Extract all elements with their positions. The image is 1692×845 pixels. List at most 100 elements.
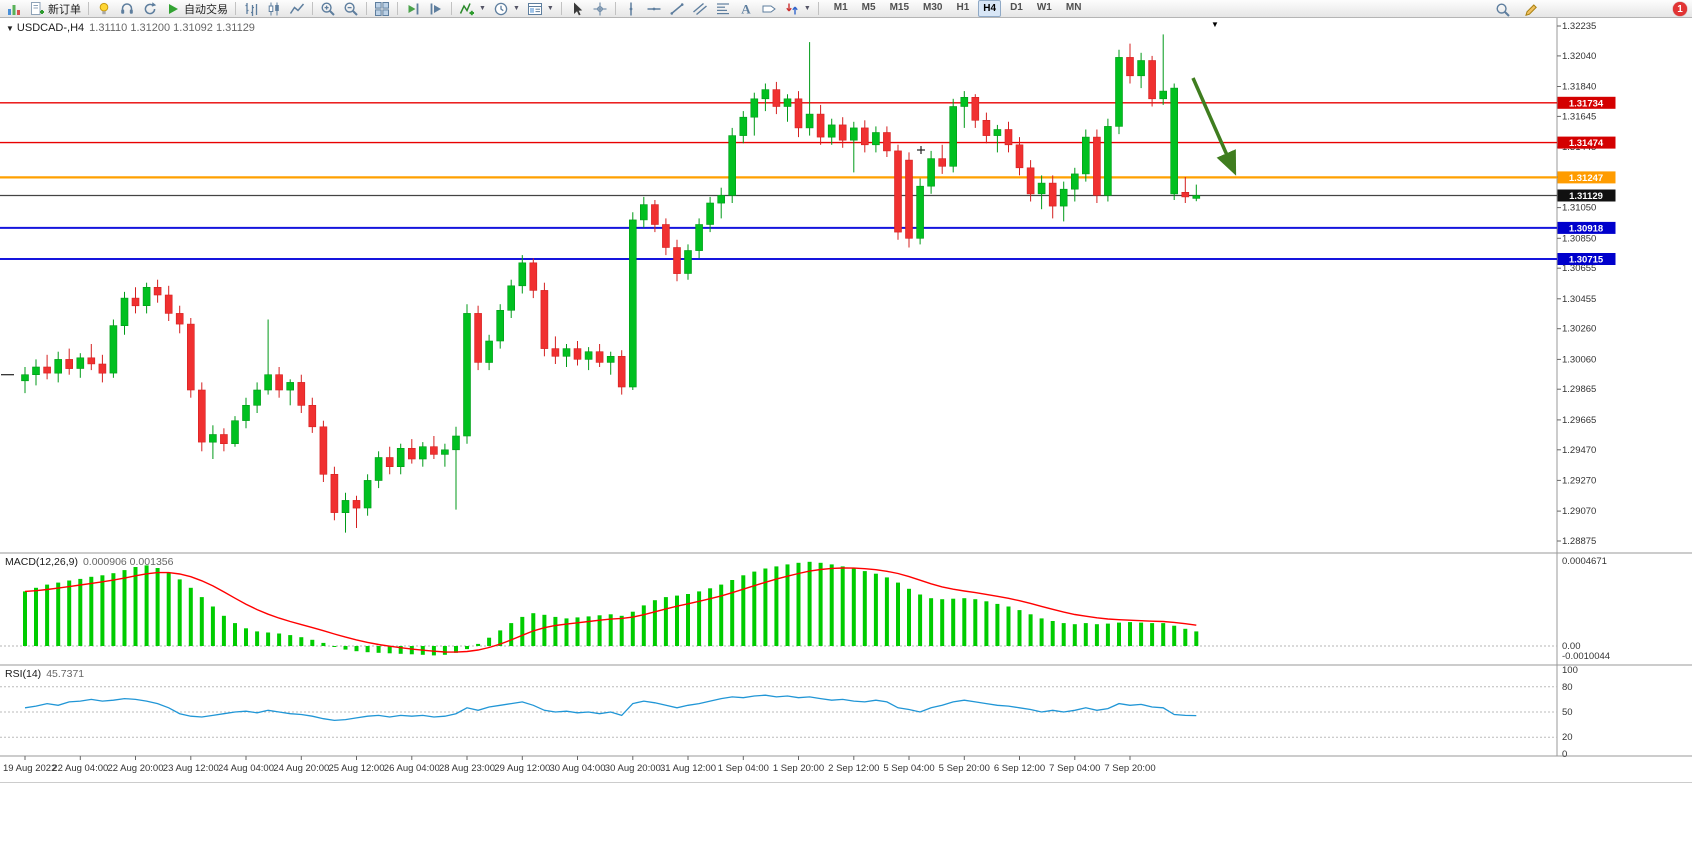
- toolbar-separator: [366, 2, 367, 15]
- svg-text:1.30655: 1.30655: [1562, 263, 1596, 274]
- timeframe-h4-button[interactable]: H4: [978, 0, 1002, 17]
- chevron-down-icon: ▼: [546, 5, 554, 12]
- svg-text:1.32040: 1.32040: [1562, 51, 1596, 62]
- svg-text:A: A: [741, 1, 751, 16]
- autotrade-icon: [169, 3, 178, 14]
- timeframe-d1-button[interactable]: D1: [1010, 2, 1023, 13]
- price-level-lines[interactable]: [0, 102, 1557, 260]
- svg-text:0.00: 0.00: [1562, 641, 1581, 652]
- timeframe-mn-button[interactable]: MN: [1065, 2, 1082, 13]
- search-button[interactable]: [1492, 1, 1514, 18]
- fibonacci-icon: [716, 2, 729, 14]
- chevron-down-icon: ▼: [479, 5, 486, 12]
- vertical-line-icon: [629, 2, 633, 15]
- timeframe-m1-button[interactable]: M1: [833, 2, 848, 13]
- edit-button[interactable]: [1520, 1, 1542, 18]
- periods-button[interactable]: ▼: [490, 0, 523, 17]
- headset-button[interactable]: [116, 0, 138, 17]
- toolbar-separator: [235, 2, 236, 15]
- autotrade-label: 自动交易: [184, 3, 228, 16]
- indicators-button[interactable]: ▼: [456, 0, 489, 17]
- chart-shift-icon: [430, 3, 441, 14]
- rsi-pane: 100 80 50 20 0: [0, 665, 1578, 760]
- chart-marks: [1, 146, 925, 376]
- zoom-in-button[interactable]: [317, 0, 339, 17]
- svg-text:1.30715: 1.30715: [1569, 255, 1604, 266]
- svg-text:80: 80: [1562, 682, 1573, 693]
- trendline-icon: [670, 2, 684, 15]
- cursor-icon: [573, 2, 583, 15]
- svg-text:0.0004671: 0.0004671: [1562, 556, 1607, 567]
- label-tool-button[interactable]: [758, 0, 780, 17]
- mt-logo-icon: [8, 4, 20, 15]
- timeframe-m30-button[interactable]: M30: [923, 2, 943, 13]
- periods-icon: [494, 2, 508, 15]
- trendline-button[interactable]: [666, 0, 688, 17]
- svg-text:1.30455: 1.30455: [1562, 294, 1596, 305]
- templates-button[interactable]: ▼: [524, 0, 557, 17]
- text-tool-icon: A: [741, 1, 751, 16]
- timeframe-m15-button[interactable]: M15: [889, 2, 910, 13]
- svg-text:1.29470: 1.29470: [1562, 445, 1596, 456]
- zoom-out-button[interactable]: [340, 0, 362, 17]
- notifications-badge[interactable]: 1: [1673, 2, 1687, 16]
- svg-text:1.30260: 1.30260: [1562, 324, 1596, 335]
- svg-text:24 Aug 04:00: 24 Aug 04:00: [218, 763, 274, 774]
- fibonacci-button[interactable]: [712, 0, 734, 17]
- candlestick-button[interactable]: [263, 0, 285, 17]
- svg-text:2 Sep 12:00: 2 Sep 12:00: [828, 763, 879, 774]
- timeframe-m5-button[interactable]: M5: [861, 2, 876, 13]
- horizontal-line-button[interactable]: [643, 0, 665, 17]
- price-axis: 1.322351.320401.318401.316451.314451.312…: [1557, 21, 1596, 547]
- timeframe-w1-button[interactable]: W1: [1036, 2, 1052, 13]
- channel-button[interactable]: [689, 0, 711, 17]
- toolbar-separator: [88, 2, 89, 15]
- line-chart-button[interactable]: [286, 0, 308, 17]
- bar-chart-button[interactable]: [240, 0, 262, 17]
- timeframe-group: M1 M5 M15 M30 H1 H4 D1 W1 MN: [829, 0, 1087, 17]
- chart-shift-button[interactable]: [425, 0, 447, 17]
- svg-text:1.32235: 1.32235: [1562, 21, 1596, 32]
- svg-text:0: 0: [1562, 749, 1567, 760]
- auto-scroll-button[interactable]: [402, 0, 424, 17]
- cursor-button[interactable]: [566, 0, 588, 17]
- bulb-button[interactable]: [93, 0, 115, 17]
- svg-text:1.29865: 1.29865: [1562, 384, 1596, 395]
- svg-text:5 Sep 04:00: 5 Sep 04:00: [883, 763, 934, 774]
- svg-text:1.30918: 1.30918: [1569, 223, 1603, 234]
- svg-text:31 Aug 12:00: 31 Aug 12:00: [660, 763, 716, 774]
- mt-logo-button[interactable]: [3, 0, 25, 17]
- chevron-down-icon: ▼: [512, 5, 520, 12]
- toolbar-separator: [560, 2, 562, 15]
- bottom-strip: [0, 782, 1692, 845]
- new-order-button[interactable]: 新订单: [26, 0, 84, 17]
- text-tool-button[interactable]: A: [735, 0, 757, 17]
- svg-text:20: 20: [1562, 732, 1573, 743]
- timeframe-h1-button[interactable]: H1: [956, 2, 970, 13]
- zoom-out-icon: [344, 1, 358, 16]
- crosshair-button[interactable]: [589, 0, 611, 17]
- arrow-tools-button[interactable]: ▼: [781, 0, 814, 17]
- svg-text:1.30850: 1.30850: [1562, 233, 1596, 244]
- svg-text:1.31129: 1.31129: [1569, 191, 1603, 202]
- candlestick-icon: [268, 2, 279, 15]
- price-level-badges: 1.31734 1.31474 1.31247 1.31129 1.30918 1.307…: [1557, 96, 1616, 266]
- svg-text:1.30060: 1.30060: [1562, 354, 1596, 365]
- toolbar-separator: [451, 2, 452, 15]
- refresh-button[interactable]: [139, 0, 161, 17]
- tile-windows-button[interactable]: [371, 0, 393, 17]
- svg-text:30 Aug 04:00: 30 Aug 04:00: [550, 763, 606, 774]
- chart-canvas[interactable]: 1.322351.320401.318401.316451.314451.312…: [0, 18, 1692, 782]
- autotrade-button[interactable]: 自动交易: [162, 0, 231, 17]
- candlesticks: [21, 34, 1201, 533]
- annotation-arrow[interactable]: [1191, 77, 1237, 176]
- channel-icon: [692, 2, 707, 15]
- svg-text:1.31247: 1.31247: [1569, 173, 1603, 184]
- pane-separators: [0, 18, 1692, 757]
- svg-text:29 Aug 12:00: 29 Aug 12:00: [494, 763, 550, 774]
- svg-text:25 Aug 12:00: 25 Aug 12:00: [329, 763, 385, 774]
- svg-text:6 Sep 12:00: 6 Sep 12:00: [994, 763, 1045, 774]
- vertical-line-button[interactable]: [620, 0, 642, 17]
- templates-icon: [527, 2, 542, 15]
